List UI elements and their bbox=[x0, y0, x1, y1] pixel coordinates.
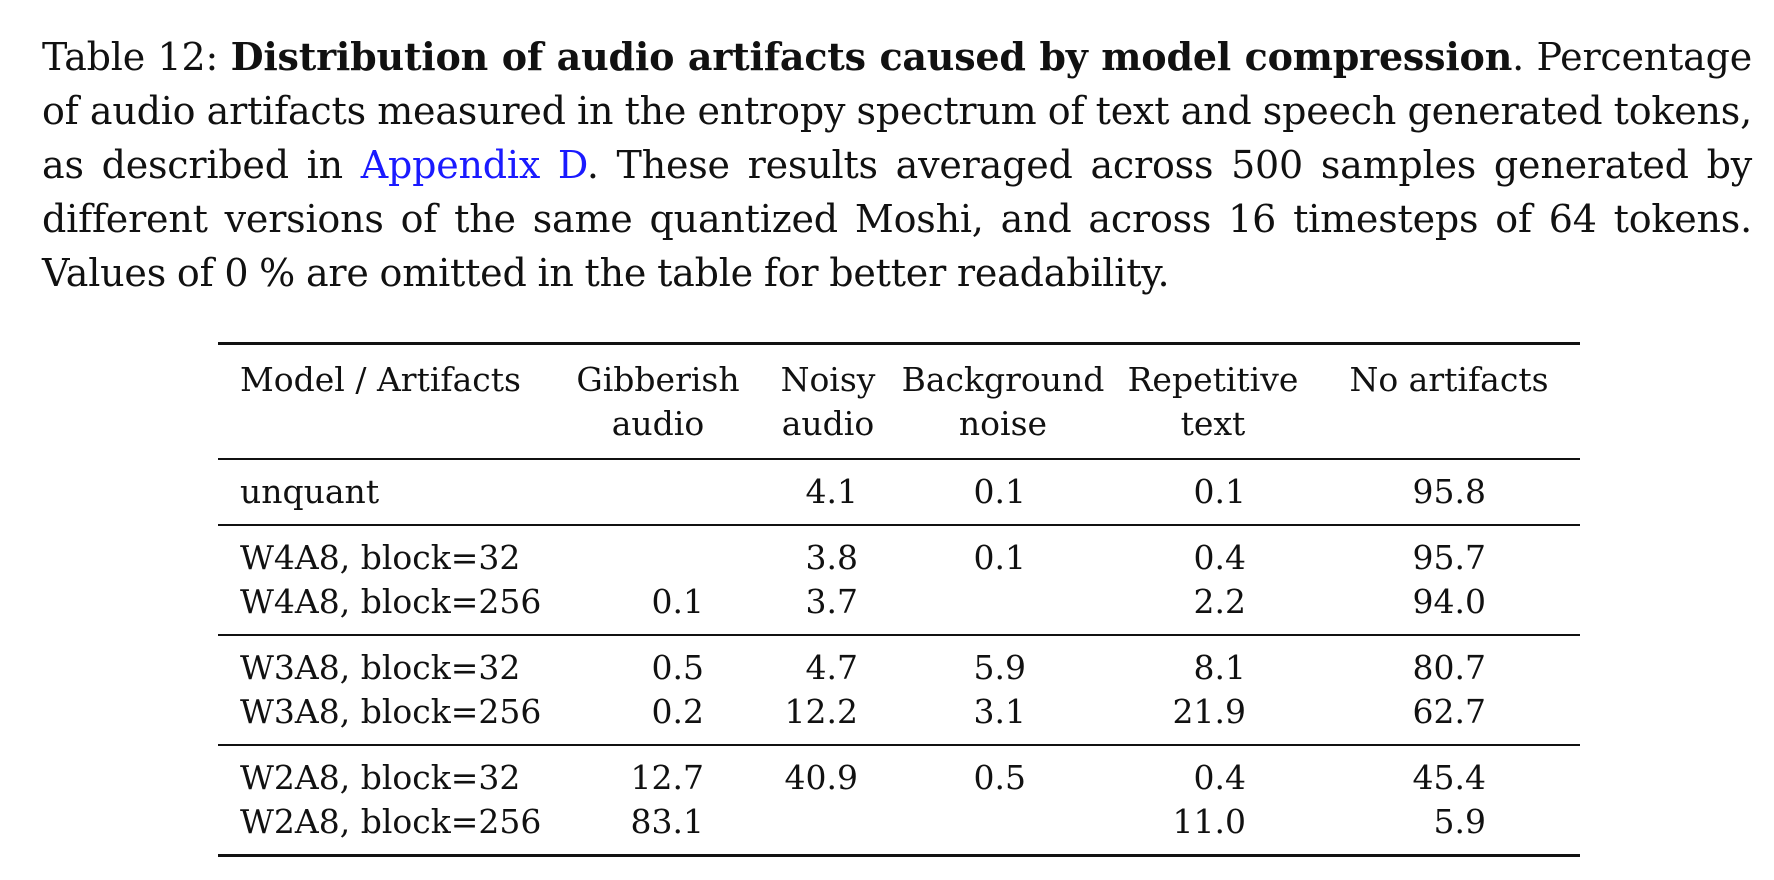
cell-noisy: 3.7 bbox=[805, 582, 858, 621]
cell-gibberish: 0.2 bbox=[651, 692, 704, 731]
header-gibberish-audio: Gibberish audio bbox=[576, 360, 740, 443]
table-row: W2A8, block=32 12.7 40.9 0.5 0.4 45.4 bbox=[218, 745, 1580, 800]
cell-background: 5.9 bbox=[973, 648, 1026, 687]
cell-repetitive: 0.4 bbox=[1193, 538, 1246, 577]
artifacts-table-container: Model / Artifacts Gibberish audio Noisy au… bbox=[218, 342, 1580, 857]
cell-model: W4A8, block=32 bbox=[240, 538, 521, 577]
appendix-link[interactable]: Appendix D bbox=[360, 143, 587, 187]
cell-gibberish: 83.1 bbox=[630, 802, 704, 841]
caption-text-1: . Percentage of audio artifacts measured… bbox=[42, 35, 1752, 187]
cell-gibberish: 12.7 bbox=[630, 758, 704, 797]
header-repetitive-text: Repetitive text bbox=[1127, 360, 1299, 443]
table-caption: Table 12: Distribution of audio artifact… bbox=[42, 30, 1752, 300]
header-noisy-audio: Noisy audio bbox=[780, 360, 876, 443]
table-row: W4A8, block=256 0.1 3.7 2.2 94.0 bbox=[218, 580, 1580, 635]
header-background-noise: Background noise bbox=[901, 360, 1105, 443]
cell-repetitive: 11.0 bbox=[1172, 802, 1246, 841]
group-unquant: unquant 4.1 0.1 0.1 95.8 bbox=[218, 459, 1580, 525]
cell-no-artifacts: 95.8 bbox=[1412, 472, 1486, 511]
cell-no-artifacts: 95.7 bbox=[1412, 538, 1486, 577]
cell-noisy: 4.7 bbox=[805, 648, 858, 687]
cell-no-artifacts: 94.0 bbox=[1412, 582, 1486, 621]
caption-text-2: . These results averaged across 500 samp… bbox=[42, 143, 1753, 295]
cell-background: 3.1 bbox=[973, 692, 1026, 731]
header-no-artifacts: No artifacts bbox=[1349, 360, 1549, 399]
header-row: Model / Artifacts Gibberish audio Noisy au… bbox=[218, 343, 1580, 460]
cell-gibberish bbox=[558, 459, 758, 525]
cell-background bbox=[898, 580, 1108, 635]
cell-noisy: 4.1 bbox=[805, 472, 858, 511]
cell-no-artifacts: 45.4 bbox=[1412, 758, 1486, 797]
cell-no-artifacts: 80.7 bbox=[1412, 648, 1486, 687]
table-row: unquant 4.1 0.1 0.1 95.8 bbox=[218, 459, 1580, 525]
cell-model: W4A8, block=256 bbox=[240, 582, 542, 621]
cell-model: W2A8, block=32 bbox=[240, 758, 521, 797]
cell-background: 0.1 bbox=[973, 538, 1026, 577]
caption-title: Distribution of audio artifacts caused b… bbox=[230, 34, 1513, 79]
cell-repetitive: 8.1 bbox=[1193, 648, 1246, 687]
cell-noisy bbox=[758, 800, 898, 856]
cell-model: W3A8, block=256 bbox=[240, 692, 542, 731]
cell-no-artifacts: 62.7 bbox=[1412, 692, 1486, 731]
cell-noisy: 40.9 bbox=[784, 758, 858, 797]
cell-no-artifacts: 5.9 bbox=[1433, 802, 1486, 841]
cell-gibberish: 0.5 bbox=[651, 648, 704, 687]
caption-label: Table 12: bbox=[42, 35, 219, 79]
cell-noisy: 3.8 bbox=[805, 538, 858, 577]
artifacts-table: Model / Artifacts Gibberish audio Noisy au… bbox=[218, 342, 1580, 857]
cell-gibberish bbox=[558, 525, 758, 580]
group-w2a8: W2A8, block=32 12.7 40.9 0.5 0.4 45.4 W2… bbox=[218, 745, 1580, 856]
cell-gibberish: 0.1 bbox=[651, 582, 704, 621]
table-row: W3A8, block=256 0.2 12.2 3.1 21.9 62.7 bbox=[218, 690, 1580, 745]
table-row: W4A8, block=32 3.8 0.1 0.4 95.7 bbox=[218, 525, 1580, 580]
cell-repetitive: 0.4 bbox=[1193, 758, 1246, 797]
cell-repetitive: 21.9 bbox=[1172, 692, 1246, 731]
cell-model: W2A8, block=256 bbox=[240, 802, 542, 841]
cell-model: W3A8, block=32 bbox=[240, 648, 521, 687]
cell-background: 0.1 bbox=[973, 472, 1026, 511]
cell-background bbox=[898, 800, 1108, 856]
table-row: W2A8, block=256 83.1 11.0 5.9 bbox=[218, 800, 1580, 856]
cell-repetitive: 2.2 bbox=[1193, 582, 1246, 621]
group-w4a8: W4A8, block=32 3.8 0.1 0.4 95.7 W4A8, bl… bbox=[218, 525, 1580, 635]
cell-repetitive: 0.1 bbox=[1193, 472, 1246, 511]
cell-noisy: 12.2 bbox=[784, 692, 858, 731]
cell-model: unquant bbox=[240, 472, 380, 511]
cell-background: 0.5 bbox=[973, 758, 1026, 797]
header-model: Model / Artifacts bbox=[240, 360, 521, 399]
group-w3a8: W3A8, block=32 0.5 4.7 5.9 8.1 80.7 W3A8… bbox=[218, 635, 1580, 745]
table-row: W3A8, block=32 0.5 4.7 5.9 8.1 80.7 bbox=[218, 635, 1580, 690]
